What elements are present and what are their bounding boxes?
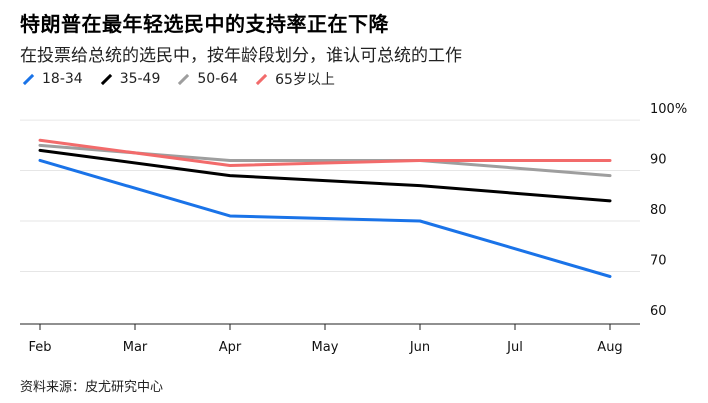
- x-tick-label: Jul: [506, 340, 523, 355]
- x-tick-label: Apr: [219, 340, 242, 355]
- y-tick-label: 60: [650, 304, 667, 319]
- legend-label-18-34: 18-34: [42, 71, 83, 87]
- legend-label-50-64: 50-64: [197, 71, 239, 87]
- series-layer: [38, 138, 612, 278]
- label-layer: 100% 90 80 70 60 Feb Mar Apr May Jun Jul Aug: [28, 102, 687, 355]
- legend-label-65-plus: 65岁以上: [275, 72, 335, 88]
- axis-layer: [20, 323, 640, 330]
- y-tick-label: 80: [650, 203, 667, 218]
- source-note: 资料来源：皮尤研究中心: [20, 380, 164, 395]
- x-tick-label: May: [312, 340, 339, 355]
- legend-item-50-64: 50-64: [175, 71, 238, 87]
- x-tick-label: Feb: [28, 340, 51, 355]
- legend-item-65-plus: 65岁以上: [253, 69, 335, 89]
- series-line-18-34: [38, 158, 612, 278]
- x-tick-label: Jun: [409, 340, 430, 355]
- series-line-65岁以上: [38, 138, 612, 167]
- series-line-35-49: [38, 148, 612, 203]
- legend-item-35-49: 35-49: [98, 71, 161, 87]
- legend-item-18-34: 18-34: [20, 71, 83, 87]
- x-tick-label: Mar: [123, 340, 148, 355]
- chart-title: 特朗普在最年轻选民中的支持率正在下降: [20, 12, 389, 36]
- y-tick-label: 70: [650, 253, 667, 268]
- chart-subtitle: 在投票给总统的选民中，按年龄段划分，谁认可总统的工作: [20, 46, 462, 66]
- legend-label-35-49: 35-49: [119, 71, 161, 87]
- y-tick-label: 90: [650, 153, 667, 168]
- legend: 18-34 35-49 50-64 65岁以上: [20, 69, 350, 89]
- y-tick-label: 100%: [650, 102, 687, 117]
- x-tick-label: Aug: [597, 340, 622, 355]
